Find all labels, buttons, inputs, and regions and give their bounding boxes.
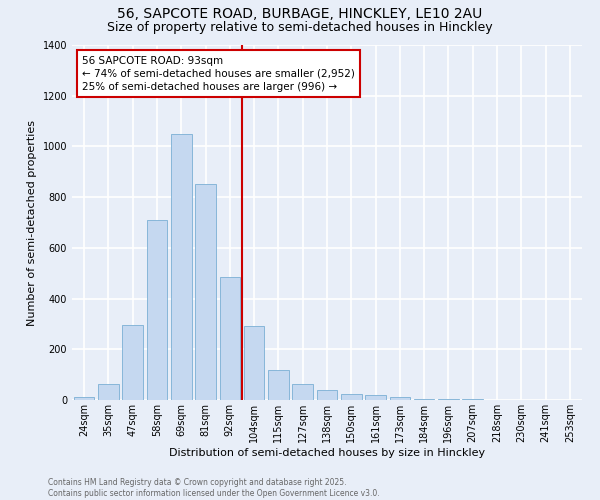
Bar <box>341 394 362 400</box>
Bar <box>98 384 119 400</box>
Bar <box>292 384 313 400</box>
Bar <box>171 134 191 400</box>
Bar <box>220 277 240 400</box>
Bar <box>146 220 167 400</box>
Text: 56, SAPCOTE ROAD, BURBAGE, HINCKLEY, LE10 2AU: 56, SAPCOTE ROAD, BURBAGE, HINCKLEY, LE1… <box>118 8 482 22</box>
Bar <box>74 398 94 400</box>
X-axis label: Distribution of semi-detached houses by size in Hinckley: Distribution of semi-detached houses by … <box>169 448 485 458</box>
Text: Size of property relative to semi-detached houses in Hinckley: Size of property relative to semi-detach… <box>107 21 493 34</box>
Text: 56 SAPCOTE ROAD: 93sqm
← 74% of semi-detached houses are smaller (2,952)
25% of : 56 SAPCOTE ROAD: 93sqm ← 74% of semi-det… <box>82 56 355 92</box>
Bar <box>268 370 289 400</box>
Y-axis label: Number of semi-detached properties: Number of semi-detached properties <box>27 120 37 326</box>
Bar <box>414 398 434 400</box>
Text: Contains HM Land Registry data © Crown copyright and database right 2025.
Contai: Contains HM Land Registry data © Crown c… <box>48 478 380 498</box>
Bar <box>195 184 216 400</box>
Bar <box>122 325 143 400</box>
Bar <box>244 326 265 400</box>
Bar <box>365 395 386 400</box>
Bar <box>389 398 410 400</box>
Bar <box>317 390 337 400</box>
